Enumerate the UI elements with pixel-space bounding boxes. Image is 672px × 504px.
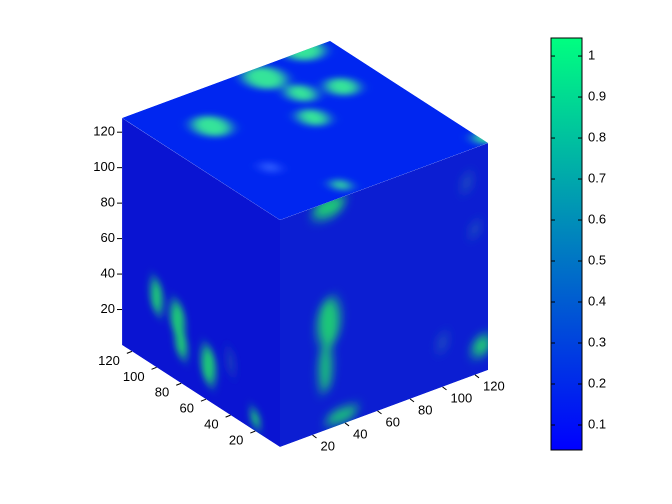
- x-tick-label: 40: [204, 417, 218, 432]
- x-tick-label: 80: [155, 385, 169, 400]
- y-tick: [344, 422, 350, 427]
- left-face: [122, 118, 280, 447]
- x-tick-label: 100: [123, 369, 145, 384]
- z-tick-label: 80: [101, 195, 115, 210]
- colorbar-tick-label: 0.5: [588, 252, 606, 267]
- x-tick-label: 60: [179, 401, 193, 416]
- y-tick-label: 20: [321, 438, 335, 453]
- colorbar-tick-label: 0.2: [588, 375, 606, 390]
- colorbar-tick-label: 0.7: [588, 170, 606, 185]
- colorbar: [550, 37, 583, 451]
- colorbar-tick-label: 0.4: [588, 293, 606, 308]
- y-tick: [474, 374, 480, 379]
- x-tick: [200, 398, 207, 402]
- x-tick: [250, 430, 256, 434]
- x-tick: [176, 382, 182, 386]
- colorbar-tick-label: 0.1: [588, 416, 606, 431]
- y-tick: [409, 398, 415, 403]
- x-tick: [126, 350, 133, 354]
- y-tick-label: 120: [483, 378, 505, 393]
- x-tick-label: 120: [98, 353, 120, 368]
- z-tick-label: 40: [101, 266, 115, 281]
- y-tick-label: 80: [418, 402, 432, 417]
- colorbar-tick-label: 0.3: [588, 334, 606, 349]
- right-face: [280, 143, 488, 447]
- y-tick-label: 40: [353, 426, 367, 441]
- colorbar-tick-label: 0.6: [588, 211, 606, 226]
- z-tick-label: 20: [101, 301, 115, 316]
- colorbar-tick-label: 1: [588, 47, 595, 62]
- z-tick-label: 60: [101, 230, 115, 245]
- z-tick-label: 100: [93, 159, 115, 174]
- colorbar-tick-label: 0.8: [588, 129, 606, 144]
- z-tick-label: 120: [93, 124, 115, 139]
- y-tick-label: 60: [386, 414, 400, 429]
- x-tick: [151, 366, 157, 370]
- y-tick: [377, 410, 382, 415]
- y-tick: [312, 434, 317, 439]
- x-tick: [225, 414, 231, 418]
- x-tick-label: 20: [229, 433, 243, 448]
- colorbar-tick-label: 0.9: [588, 88, 606, 103]
- y-tick-label: 100: [451, 390, 473, 405]
- y-tick: [442, 386, 447, 391]
